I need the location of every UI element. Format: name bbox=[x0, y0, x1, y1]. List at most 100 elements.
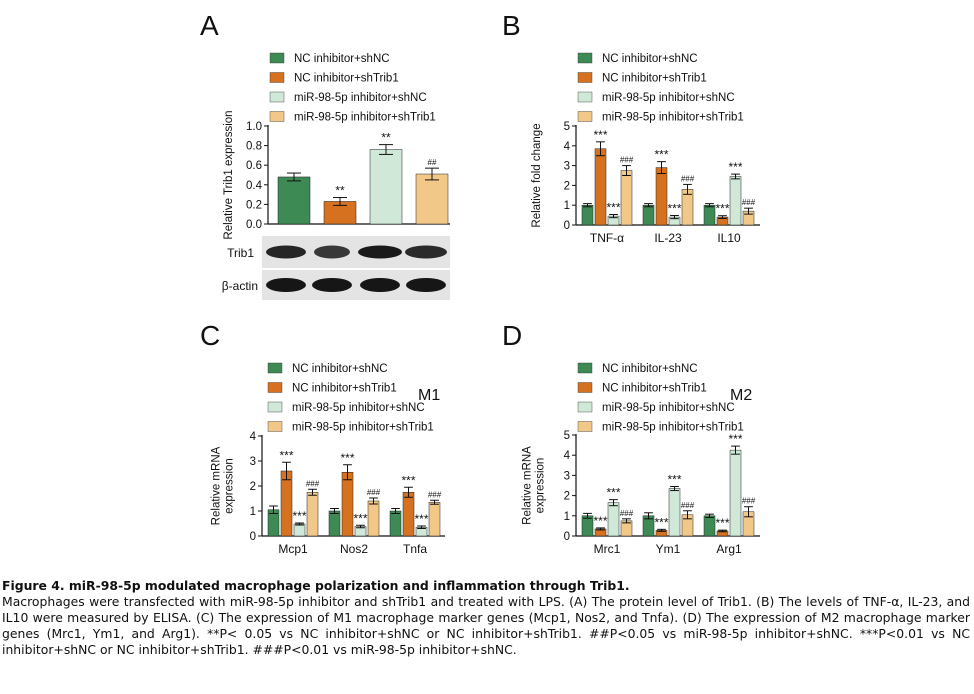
y-tick-label: 3 bbox=[564, 161, 570, 173]
significance-star: *** bbox=[654, 515, 668, 529]
y-tick-label: 1.0 bbox=[246, 121, 262, 133]
bar bbox=[620, 170, 633, 226]
bar bbox=[581, 515, 594, 537]
x-tick-label: Tnfa bbox=[403, 542, 427, 556]
significance-star: *** bbox=[654, 148, 668, 162]
y-tick-label: 0.6 bbox=[246, 160, 262, 172]
significance-star: *** bbox=[667, 201, 681, 215]
chart-a: 0.0 0.2 0.4 0.6 0.8 1.0 Relative Trib1 express… bbox=[223, 110, 450, 240]
y-axis-label: Relative mRNA bbox=[211, 446, 223, 525]
blot-band-trib1 bbox=[266, 245, 306, 259]
y-tick-label: 4 bbox=[250, 431, 257, 443]
y-axis-label: Relative fold change bbox=[531, 123, 543, 227]
y-tick-label: 4 bbox=[564, 450, 571, 462]
legend-swatch bbox=[267, 382, 283, 393]
significance-star: *** bbox=[593, 128, 607, 142]
legend-label: miR-98-5p inhibitor+shTrib1 bbox=[602, 422, 744, 434]
figure-caption: Figure 4. miR-98-5p modulated macrophage… bbox=[2, 578, 970, 658]
bar bbox=[328, 510, 341, 537]
significance-star: ** bbox=[335, 184, 345, 198]
bar bbox=[642, 204, 655, 226]
significance-star: *** bbox=[606, 486, 620, 500]
significance-hash: ### bbox=[681, 174, 695, 183]
bar bbox=[280, 470, 293, 537]
legend-swatch bbox=[577, 401, 593, 413]
panel-letter-d: D bbox=[502, 320, 522, 351]
legend-swatch bbox=[269, 52, 285, 64]
legend-label: NC inhibitor+shTrib1 bbox=[602, 383, 707, 395]
legend-label: miR-98-5p inhibitor+shNC bbox=[292, 402, 425, 414]
y-tick-label: 1 bbox=[250, 506, 256, 518]
significance-star: *** bbox=[715, 202, 729, 216]
significance-hash: ### bbox=[306, 479, 320, 488]
significance-star: *** bbox=[606, 201, 620, 215]
y-tick-label: 4 bbox=[564, 141, 571, 153]
y-tick-label: 0.2 bbox=[246, 199, 262, 211]
legend-swatch bbox=[577, 111, 593, 122]
legend-swatch bbox=[577, 382, 593, 393]
legend-label: miR-98-5p inhibitor+shTrib1 bbox=[294, 112, 436, 124]
bar bbox=[341, 472, 354, 537]
y-tick-label: 3 bbox=[250, 456, 256, 468]
significance-star: *** bbox=[340, 451, 354, 465]
western-blot: Trib1 β-actin bbox=[222, 236, 450, 300]
panel-letter-b: B bbox=[502, 10, 521, 41]
x-tick-label: IL10 bbox=[717, 231, 741, 245]
blot-band-beta-actin bbox=[266, 278, 306, 292]
legend-label: NC inhibitor+shTrib1 bbox=[292, 383, 397, 395]
legend-label: NC inhibitor+shNC bbox=[602, 53, 698, 65]
legend-c: NC inhibitor+shNC NC inhibitor+shTrib1 miR… bbox=[267, 362, 434, 434]
legend-label: NC inhibitor+shNC bbox=[292, 363, 388, 375]
bar bbox=[668, 488, 681, 537]
x-tick-label: Arg1 bbox=[716, 542, 742, 556]
blot-label-beta-actin: β-actin bbox=[222, 279, 258, 293]
significance-star: *** bbox=[728, 432, 742, 446]
legend-swatch bbox=[577, 72, 593, 83]
bar bbox=[729, 449, 742, 537]
significance-hash: ### bbox=[428, 490, 442, 499]
legend-d: NC inhibitor+shNC NC inhibitor+shTrib1 miR… bbox=[577, 362, 744, 434]
significance-star: *** bbox=[414, 512, 428, 526]
y-tick-label: 2 bbox=[564, 491, 570, 503]
significance-star: *** bbox=[279, 448, 293, 462]
panel-letter-a: A bbox=[200, 10, 219, 41]
x-tick-label: Nos2 bbox=[340, 542, 368, 556]
legend-label: NC inhibitor+shNC bbox=[602, 363, 698, 375]
blot-band-beta-actin bbox=[406, 278, 446, 292]
blot-band-beta-actin bbox=[312, 278, 352, 292]
significance-hash: ### bbox=[620, 509, 634, 518]
chart-b: 0 1 2 3 4 5 Relative fold change *** *** ### TNF-α… bbox=[531, 121, 760, 245]
legend-swatch bbox=[577, 421, 593, 432]
bar bbox=[415, 173, 449, 225]
legend-label: miR-98-5p inhibitor+shNC bbox=[602, 92, 735, 104]
y-tick-label: 0 bbox=[564, 220, 570, 232]
legend-label: miR-98-5p inhibitor+shTrib1 bbox=[602, 112, 744, 124]
y-tick-label: 0 bbox=[564, 531, 570, 543]
significance-hash: ### bbox=[742, 198, 756, 207]
y-tick-label: 5 bbox=[564, 430, 570, 442]
significance-hash: ### bbox=[620, 156, 634, 165]
blot-label-trib1: Trib1 bbox=[227, 246, 254, 260]
blot-band-trib1 bbox=[358, 245, 402, 259]
x-tick-label: Mcp1 bbox=[278, 542, 308, 556]
bar bbox=[277, 176, 311, 225]
y-tick-label: 1 bbox=[564, 200, 570, 212]
y-axis-label: Relative mRNA bbox=[522, 446, 534, 525]
significance-star: *** bbox=[728, 160, 742, 174]
blot-band-beta-actin bbox=[360, 278, 400, 292]
significance-star: *** bbox=[292, 509, 306, 523]
m1-tag: M1 bbox=[418, 387, 440, 404]
legend-swatch bbox=[577, 52, 593, 64]
significance-hash: ### bbox=[367, 488, 381, 497]
y-tick-label: 0.4 bbox=[246, 180, 263, 192]
panel-letter-c: C bbox=[200, 320, 220, 351]
y-tick-label: 0.8 bbox=[246, 141, 262, 153]
significance-star: *** bbox=[593, 514, 607, 528]
significance-hash: ### bbox=[681, 501, 695, 510]
bar bbox=[703, 515, 716, 537]
bar bbox=[607, 502, 620, 537]
bar bbox=[367, 500, 380, 537]
bar bbox=[655, 167, 668, 226]
legend-label: miR-98-5p inhibitor+shNC bbox=[602, 402, 735, 414]
